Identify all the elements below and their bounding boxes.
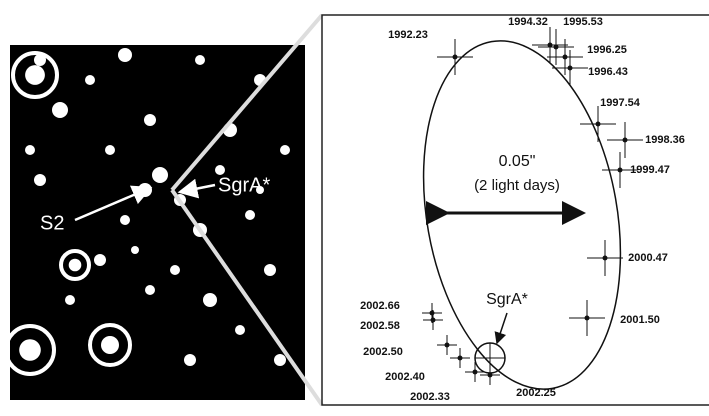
epoch-label: 2000.47 [628, 252, 668, 264]
star [34, 174, 46, 186]
epoch-point [458, 356, 463, 361]
star [145, 285, 155, 295]
epoch-point [623, 138, 628, 143]
star [195, 55, 205, 65]
epoch-point [430, 311, 435, 316]
star [274, 354, 286, 366]
star [25, 145, 35, 155]
sgra-label: SgrA* [218, 174, 270, 196]
star [65, 295, 75, 305]
epoch-label: 2002.50 [363, 346, 403, 358]
epoch-label: 1996.43 [588, 66, 628, 78]
figure: S2 SgrA* 0.05" (2 light days) SgrA* 1992… [0, 0, 709, 411]
star [235, 325, 245, 335]
star [94, 254, 106, 266]
ring [69, 259, 82, 272]
epoch-label: 2002.33 [410, 391, 450, 403]
star [144, 114, 156, 126]
orbit [398, 25, 646, 405]
epoch-point [563, 55, 568, 60]
star [203, 293, 217, 307]
epoch-label: 1998.36 [645, 134, 685, 146]
scale-size: 0.05" [499, 153, 536, 170]
star [85, 75, 95, 85]
star [184, 354, 196, 366]
epoch-label: 1995.53 [563, 16, 603, 28]
epoch-label: 1992.23 [388, 29, 428, 41]
epoch-point [488, 373, 493, 378]
epoch-label: 2002.58 [360, 320, 400, 332]
epoch-point [618, 168, 623, 173]
epoch-label: 1996.25 [587, 44, 627, 56]
star [264, 264, 276, 276]
star [152, 167, 168, 183]
epoch-point [445, 343, 450, 348]
epoch-label: 1997.54 [600, 97, 641, 109]
target-arrow [497, 313, 507, 343]
ring [19, 339, 41, 361]
epoch-point [473, 370, 478, 375]
epoch-point [554, 45, 559, 50]
epoch-label: 2002.40 [385, 371, 425, 383]
scale-note: (2 light days) [474, 177, 560, 194]
epoch-label: 1999.47 [630, 164, 670, 176]
epoch-label: 2002.25 [516, 387, 556, 399]
epoch-point [596, 122, 601, 127]
ring [25, 65, 45, 85]
star [52, 102, 68, 118]
epoch-point [431, 318, 436, 323]
star [120, 215, 130, 225]
epoch-label: 2001.50 [620, 314, 660, 326]
epoch-point [568, 66, 573, 71]
epochs: 1992.23 1994.32 1995.53 1996.25 1996.43 1997.… [360, 16, 685, 403]
epoch-label: 2002.66 [360, 300, 400, 312]
star [280, 145, 290, 155]
target-label: SgrA* [486, 291, 528, 308]
s2-label: S2 [40, 212, 64, 234]
epoch-label: 1994.32 [508, 16, 548, 28]
epoch-point [603, 256, 608, 261]
star [245, 210, 255, 220]
epoch-point [453, 55, 458, 60]
star [131, 246, 139, 254]
star [105, 145, 115, 155]
epoch-point [585, 316, 590, 321]
star [118, 48, 132, 62]
star [170, 265, 180, 275]
ring [101, 336, 119, 354]
